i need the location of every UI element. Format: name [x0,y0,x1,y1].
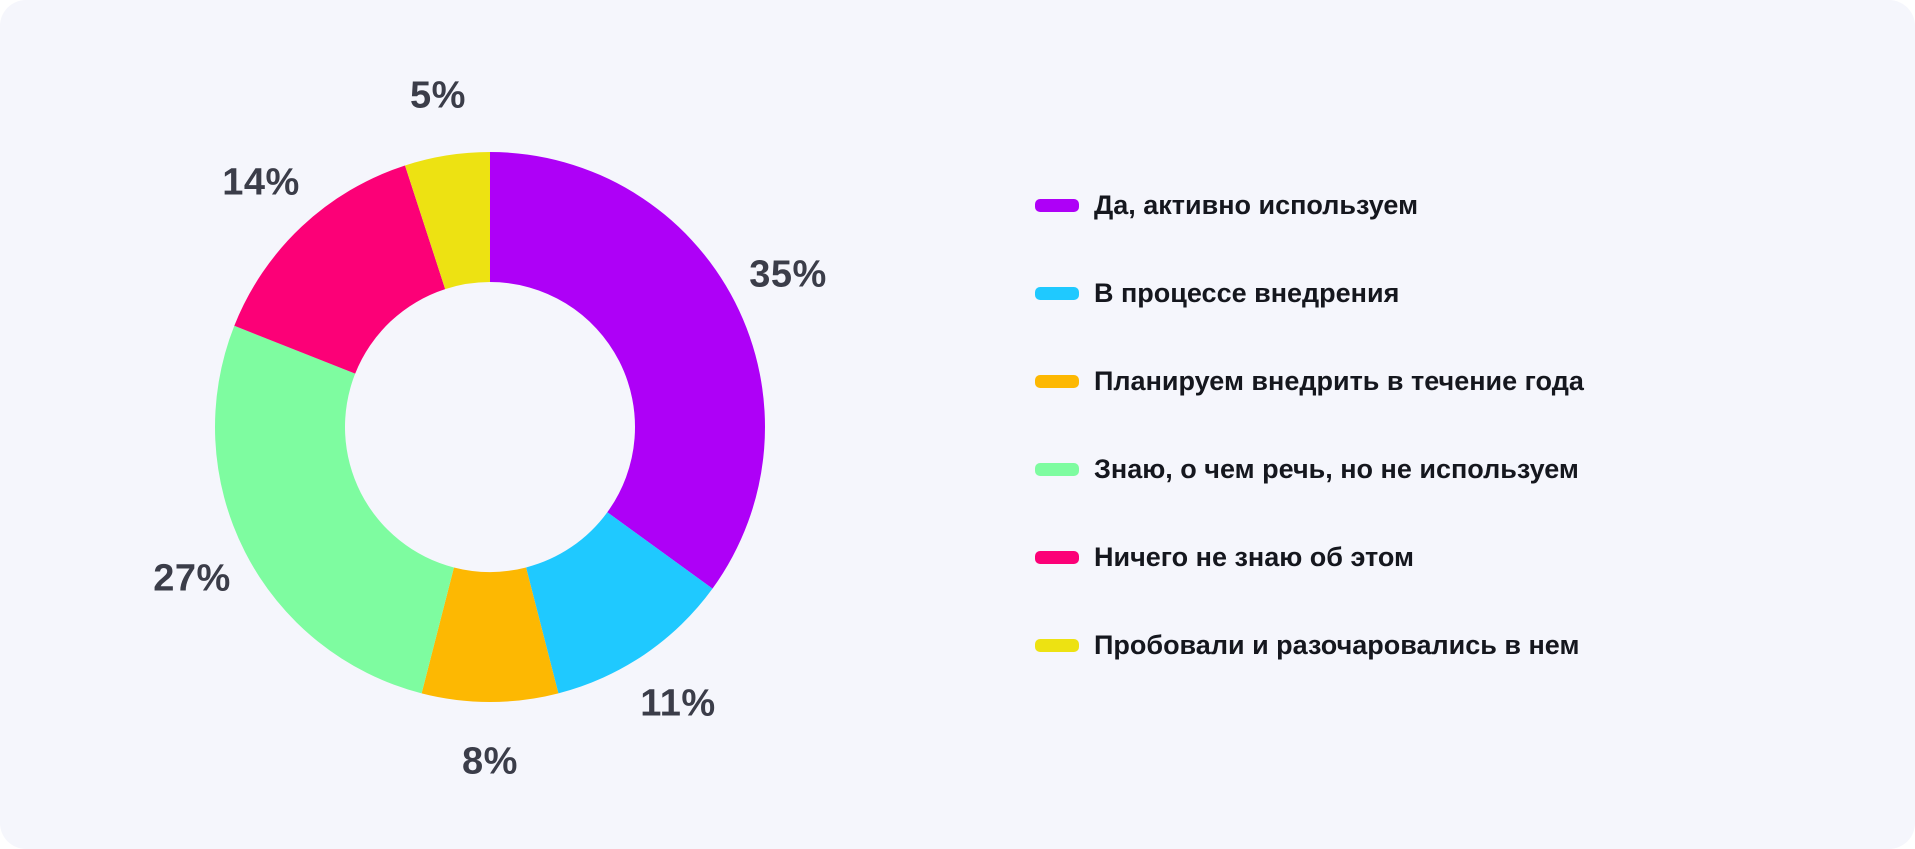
value-label-4: 27% [153,557,231,600]
legend-swatch [1035,462,1079,476]
legend-item-3: Планируем внедрить в течение года [1035,365,1584,397]
legend-item-1: Да, активно используем [1035,189,1584,221]
pie-slice-1 [490,152,765,589]
legend-swatch [1035,198,1079,212]
legend-item-2: В процессе внедрения [1035,277,1584,309]
legend-label: Планируем внедрить в течение года [1094,365,1584,396]
value-label-2: 11% [640,682,716,725]
legend-label: Ничего не знаю об этом [1094,541,1415,572]
pie-slice-6 [405,152,490,290]
value-label-3: 8% [462,740,518,783]
value-label-6: 5% [410,74,466,117]
legend-swatch [1035,550,1079,564]
value-label-5: 14% [222,161,300,204]
pie-slice-4 [215,325,454,694]
legend-swatch [1035,286,1079,300]
pie-slice-5 [234,165,446,374]
legend-swatch [1035,638,1079,652]
legend-label: Да, активно используем [1094,189,1419,220]
pie-slice-3 [421,567,559,702]
value-label-1: 35% [749,253,827,296]
legend-item-4: Знаю, о чем речь, но не используем [1035,453,1584,485]
legend-label: Знаю, о чем речь, но не используем [1094,453,1579,484]
legend-swatch [1035,374,1079,388]
legend-item-5: Ничего не знаю об этом [1035,541,1584,573]
legend-item-6: Пробовали и разочаровались в нем [1035,629,1584,661]
pie-slice-2 [526,512,713,694]
legend-label: В процессе внедрения [1094,277,1400,308]
legend-label: Пробовали и разочаровались в нем [1094,629,1580,660]
legend: Да, активно используем В процессе внедре… [1035,189,1584,661]
